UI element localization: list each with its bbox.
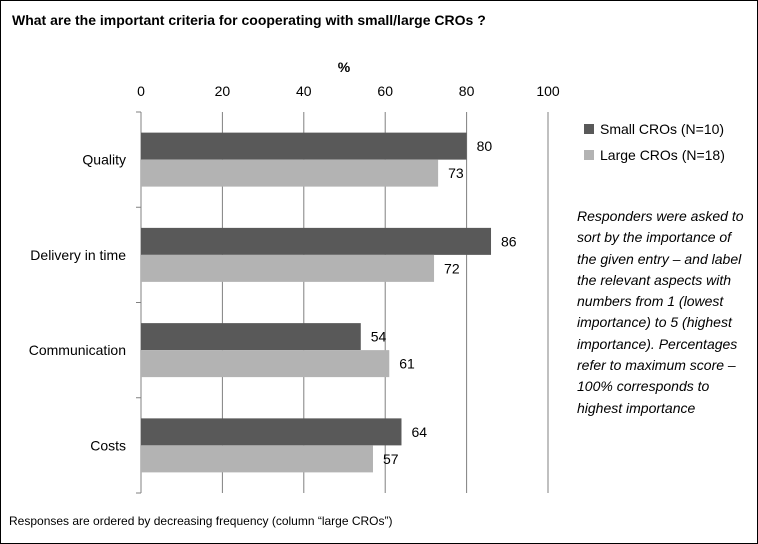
legend: Small CROs (N=10) Large CROs (N=18) bbox=[584, 120, 725, 172]
category-labels: Quality Delivery in time Communication Cost… bbox=[29, 152, 126, 454]
data-label-0-0: 80 bbox=[477, 138, 493, 154]
legend-item-small: Small CROs (N=10) bbox=[584, 120, 725, 138]
x-axis-label: % bbox=[338, 59, 351, 75]
bar-1-2 bbox=[141, 350, 390, 378]
tick-label-100: 100 bbox=[536, 83, 560, 99]
legend-item-large: Large CROs (N=18) bbox=[584, 146, 725, 164]
data-labels: 80 73 86 72 54 61 64 57 bbox=[371, 138, 517, 467]
axis-tick-labels: 0 20 40 60 80 100 bbox=[137, 83, 560, 99]
legend-label-large: Large CROs (N=18) bbox=[600, 147, 725, 163]
bar-0-0 bbox=[141, 132, 467, 160]
legend-label-small: Small CROs (N=10) bbox=[600, 121, 725, 137]
bars bbox=[141, 132, 492, 473]
bar-1-3 bbox=[141, 445, 373, 473]
data-label-1-2: 61 bbox=[399, 356, 415, 372]
data-label-0-2: 54 bbox=[371, 329, 387, 345]
data-label-1-0: 73 bbox=[448, 165, 464, 181]
chart-title: What are the important criteria for coop… bbox=[12, 12, 486, 28]
footnote: Responses are ordered by decreasing freq… bbox=[9, 514, 393, 528]
tick-label-60: 60 bbox=[377, 83, 393, 99]
category-label-2: Communication bbox=[29, 342, 126, 358]
bar-0-2 bbox=[141, 323, 361, 351]
data-label-0-1: 86 bbox=[501, 233, 517, 249]
data-label-1-3: 57 bbox=[383, 451, 399, 467]
bar-1-0 bbox=[141, 159, 439, 187]
tick-label-40: 40 bbox=[296, 83, 312, 99]
bar-1-1 bbox=[141, 254, 435, 282]
tick-label-80: 80 bbox=[459, 83, 475, 99]
category-label-1: Delivery in time bbox=[30, 247, 126, 263]
category-label-3: Costs bbox=[90, 437, 126, 453]
bar-0-3 bbox=[141, 418, 402, 446]
category-label-0: Quality bbox=[82, 152, 126, 168]
data-label-1-1: 72 bbox=[444, 260, 460, 276]
legend-swatch-large bbox=[584, 150, 594, 160]
methodology-note: Responders were asked to sort by the imp… bbox=[577, 208, 744, 416]
tick-label-20: 20 bbox=[215, 83, 231, 99]
data-label-0-3: 64 bbox=[411, 424, 427, 440]
bar-0-1 bbox=[141, 227, 492, 255]
legend-swatch-small bbox=[584, 124, 594, 134]
tick-label-0: 0 bbox=[137, 83, 145, 99]
